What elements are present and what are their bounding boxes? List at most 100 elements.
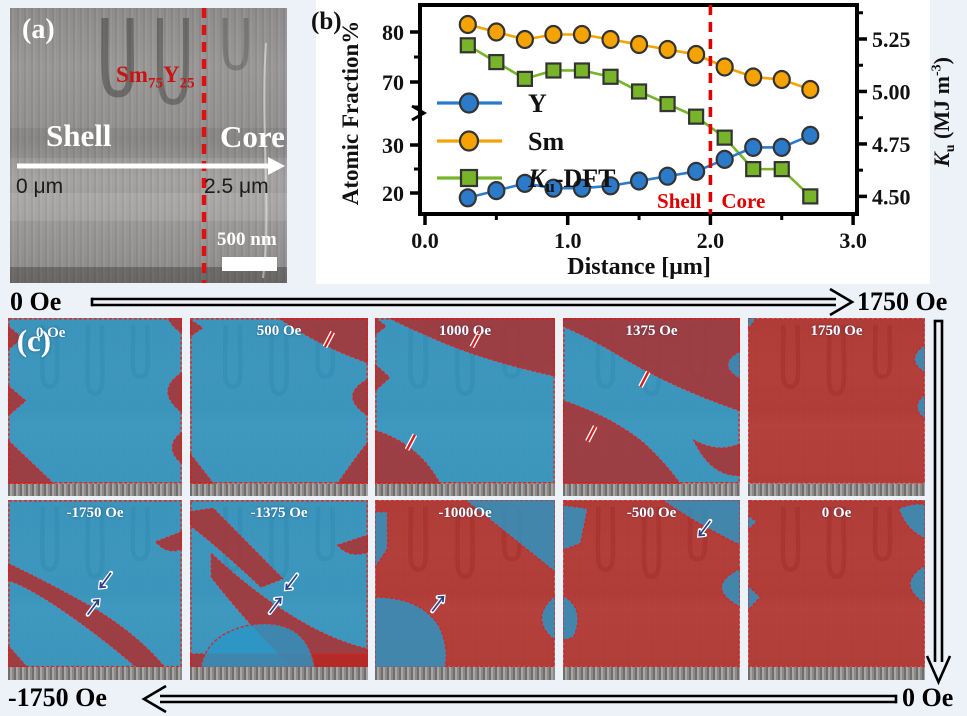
substrate-strip: [748, 483, 925, 496]
x-tick-label: 2.0: [697, 228, 725, 253]
field-sweep-arrow-bottom: [141, 684, 898, 714]
series-Y-point: [687, 161, 706, 181]
series-Sm-point: [629, 34, 649, 55]
series-Y-point: [801, 125, 820, 145]
substrate-strip: [8, 667, 182, 680]
bottom-arrow-start-label: 0 Oe: [902, 683, 954, 712]
left-axis-title: Atomic Fraction%: [338, 20, 363, 206]
field-value-label: 1375 Oe: [625, 323, 678, 340]
x-tick-label: 1.0: [554, 228, 582, 253]
panel-c-label: (c): [16, 323, 52, 359]
substrate-strip: [748, 667, 925, 680]
series-Ku-DFT-point: [659, 95, 676, 113]
series-Sm-point: [487, 22, 506, 42]
series-Sm-point: [744, 67, 763, 87]
field-value-label: 1000 Oe: [438, 323, 492, 340]
domain-overlay: [563, 500, 740, 667]
left-tick-label: 70: [382, 70, 404, 95]
series-Ku-DFT-point: [630, 83, 648, 100]
series-Ku-DFT-point: [773, 161, 790, 178]
domain-image-1750-oe-r0: 1750 Oe: [748, 318, 925, 496]
right-tick-label: 5.25: [872, 27, 911, 52]
series-Y-point: [629, 171, 649, 191]
field-value-label: -500 Oe: [626, 505, 677, 522]
legend-marker-Ku-DFT: [459, 168, 479, 188]
substrate-strip: [8, 483, 182, 496]
substrate-strip: [375, 483, 555, 496]
right-tick-label: 4.50: [872, 184, 911, 209]
left-tick-label: 30: [382, 133, 404, 158]
right-tick-label: 5.00: [872, 79, 911, 104]
series-Ku-DFT-point: [516, 70, 533, 87]
series-Sm-point: [515, 29, 534, 50]
domain-image-1375-oe-r0: 1375 Oe: [563, 318, 740, 496]
domain-image--1750-oe-r1: -1750 Oe: [8, 500, 182, 680]
domain-image--500-oe-r1: -500 Oe: [563, 500, 740, 680]
composition-label: Sm75Y25: [116, 62, 195, 93]
domain-overlay: [8, 500, 182, 668]
atomic-fraction-chart: 0.0 1.0 2.0 3.0 Distance [μm] 80 70 30 20 5.25 5.0…: [382, 3, 911, 280]
domain-image-1000-oe-r0: 1000 Oe: [375, 318, 555, 496]
series-Ku-DFT-point: [688, 108, 705, 125]
right-axis-title-units: (MJ m: [928, 76, 954, 145]
substrate-strip: [375, 667, 555, 680]
domain-overlay: [748, 500, 925, 667]
field-sweep-arrow-right: [925, 319, 952, 686]
series-Y-point: [772, 137, 791, 157]
bottom-arrow-end-label: -1750 Oe: [8, 683, 107, 712]
series-Sm-point: [572, 24, 592, 45]
x-tick-label: 0.0: [411, 228, 439, 253]
series-Ku-DFT-point: [745, 161, 762, 178]
domain-overlay: [748, 318, 925, 484]
series-Ku-DFT-point: [716, 129, 733, 146]
tem-image-texture: [10, 8, 287, 283]
domain-image--1000oe-r1: -1000Oe: [375, 500, 555, 680]
composition-sub2: 25: [179, 75, 195, 92]
right-axis-title-close: ): [928, 57, 954, 65]
field-sweep-arrow-top: [90, 287, 855, 317]
legend-label-Y: Y: [528, 89, 547, 118]
distance-start-label: 0 μm: [16, 175, 64, 198]
series-Ku-DFT-point: [802, 188, 819, 205]
field-value-label: 500 Oe: [256, 323, 302, 340]
top-arrow-start-label: 0 Oe: [10, 287, 62, 316]
domain-overlay: [8, 318, 182, 484]
chart-shell-label: Shell: [657, 189, 702, 213]
domain-overlay: [190, 500, 368, 668]
series-Y-point: [544, 178, 563, 198]
series-Y-point: [601, 176, 620, 196]
composition-el1: Sm: [116, 62, 148, 87]
series-Y-point: [515, 173, 534, 193]
x-tick-label: 3.0: [839, 228, 867, 253]
x-axis-title: Distance [μm]: [567, 254, 711, 280]
panel-a-label: (a): [22, 14, 55, 45]
series-Ku-DFT-point: [602, 68, 619, 85]
domain-overlay: [563, 318, 740, 484]
field-value-label: 1750 Oe: [810, 323, 863, 340]
legend-label-Sm: Sm: [528, 127, 564, 156]
legend-marker-Y: [458, 92, 480, 114]
substrate-strip: [190, 483, 368, 496]
substrate-strip: [190, 667, 368, 680]
field-value-label: 0 Oe: [35, 325, 66, 342]
series-Sm-point: [544, 24, 563, 45]
series-Sm-point: [801, 79, 820, 100]
series-Sm-point: [658, 39, 677, 60]
scalebar-label: 500 nm: [217, 229, 277, 250]
domain-image--1375-oe-r1: -1375 Oe: [190, 500, 368, 680]
substrate-strip: [563, 667, 740, 680]
panel-b-label: (b): [311, 8, 342, 35]
domain-overlay: [375, 318, 555, 484]
substrate-strip: [563, 483, 740, 496]
right-axis-title-symbol: K: [928, 152, 954, 167]
domain-overlay: [375, 500, 555, 668]
series-Ku-DFT-point: [545, 62, 562, 79]
shell-region-label: Shell: [46, 118, 112, 153]
series-Ku-DFT-point: [488, 53, 505, 71]
right-axis-title-sub: u: [943, 144, 959, 153]
core-region-label: Core: [220, 119, 285, 154]
right-tick-label: 4.75: [872, 132, 911, 157]
top-arrow-end-label: 1750 Oe: [857, 287, 948, 316]
series-Sm-point: [772, 69, 791, 90]
